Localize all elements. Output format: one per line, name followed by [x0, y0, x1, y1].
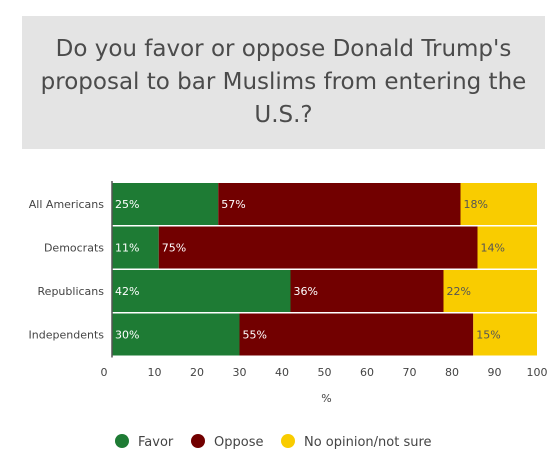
category-label: Democrats — [44, 242, 104, 255]
legend: Favor Oppose No opinion/not sure — [115, 434, 432, 450]
category-label: All Americans — [29, 198, 104, 211]
bar-segment — [112, 270, 291, 312]
x-tick-label: 30 — [233, 366, 247, 379]
data-labels-group: 25% 57% 18% 11% 75% 14% 42% 36% 22% 30% 55% 15% — [115, 198, 505, 342]
bar-segment — [239, 313, 474, 356]
legend-label: Favor — [138, 435, 174, 450]
x-tick-label: 90 — [488, 366, 502, 379]
x-axis: 0 10 20 30 40 50 60 70 80 90 100% — [101, 181, 548, 405]
bar-value-label: 25% — [115, 198, 139, 211]
bar-value-label: 11% — [115, 242, 139, 255]
bar-segment — [477, 226, 537, 269]
x-tick-label: 10 — [148, 366, 162, 379]
bar-value-label: 36% — [294, 285, 318, 298]
bar-segment — [218, 183, 461, 225]
title-box: Do you favor or oppose Donald Trump's pr… — [22, 16, 545, 149]
bar-value-label: 18% — [464, 198, 488, 211]
x-tick-label: 80 — [445, 366, 459, 379]
x-tick-label: 20 — [190, 366, 204, 379]
bar-value-label: 14% — [481, 242, 505, 255]
x-tick-label: 0 — [101, 366, 108, 379]
x-tick-label: 100 — [527, 366, 548, 379]
bar-value-label: 57% — [221, 198, 245, 211]
bar-segment — [473, 313, 537, 356]
chart-title: Do you favor or oppose Donald Trump's pr… — [40, 36, 527, 128]
legend-label: Oppose — [214, 435, 263, 450]
bar-value-label: 22% — [447, 285, 471, 298]
bar-segment — [443, 270, 537, 312]
bar-segment — [460, 183, 537, 225]
bar-value-label: 42% — [115, 285, 139, 298]
bar-value-label: 75% — [162, 242, 186, 255]
bar-value-label: 55% — [243, 329, 267, 342]
legend-swatch — [191, 434, 205, 448]
bar-segment — [112, 226, 159, 269]
legend-swatch — [115, 434, 129, 448]
category-labels-group: All Americans Democrats Republicans Indepen… — [29, 198, 105, 342]
x-tick-label: 40 — [275, 366, 289, 379]
bar-segment — [158, 226, 478, 269]
bar-value-label: 15% — [476, 329, 500, 342]
bar-segment — [112, 183, 219, 225]
x-tick-label: 70 — [403, 366, 417, 379]
x-tick-label: 50 — [318, 366, 332, 379]
bar-segment — [112, 313, 240, 356]
bars-group — [112, 183, 537, 356]
x-tick-label: 60 — [360, 366, 374, 379]
bar-segment — [290, 270, 444, 312]
x-axis-title: % — [321, 392, 331, 405]
bar-value-label: 30% — [115, 329, 139, 342]
legend-label: No opinion/not sure — [304, 435, 432, 450]
category-label: Republicans — [38, 285, 105, 298]
category-label: Independents — [29, 329, 105, 342]
legend-swatch — [281, 434, 295, 448]
